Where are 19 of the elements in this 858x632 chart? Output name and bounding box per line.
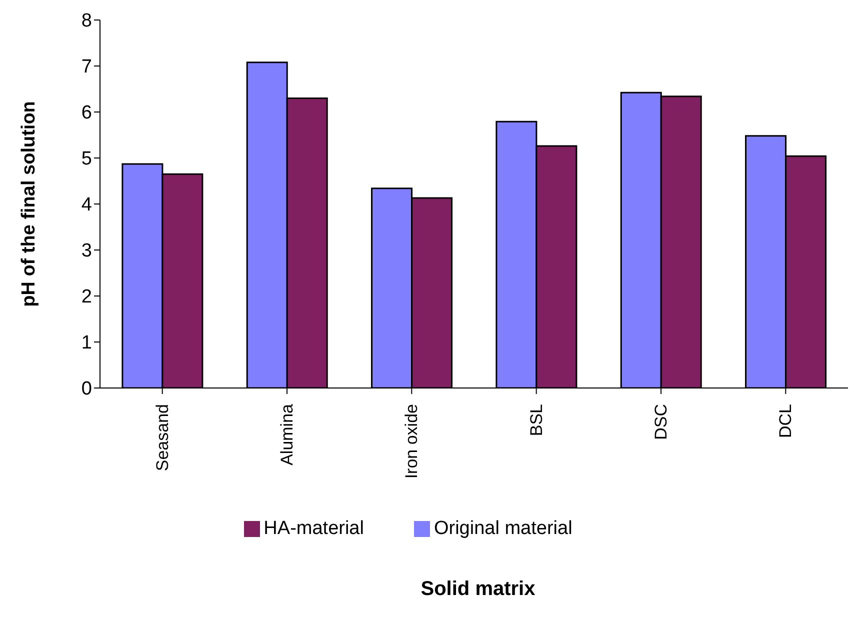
y-tick-label: 7: [81, 56, 92, 78]
legend-label: HA-material: [264, 518, 364, 539]
legend-label: Original material: [434, 518, 572, 539]
x-axis-title: Solid matrix: [420, 578, 536, 601]
x-tick-label: Alumina: [278, 403, 296, 466]
y-tick-label: 8: [81, 10, 92, 32]
x-tick-label: DCL: [776, 404, 796, 438]
y-tick-label: 1: [81, 332, 92, 354]
x-tick-label: Iron oxide: [402, 404, 422, 479]
y-tick-label: 6: [81, 102, 92, 124]
y-tick-label: 3: [81, 240, 92, 262]
y-tick-label: 4: [81, 194, 92, 216]
y-axis-title: pH of the final solution: [18, 101, 40, 307]
y-tick-label: 5: [81, 148, 92, 170]
y-tick-label: 2: [81, 286, 92, 308]
x-tick-label: Seasand: [152, 404, 172, 472]
y-tick-label: 0: [81, 378, 92, 400]
x-tick-label: BSL: [526, 404, 546, 436]
x-tick-label: DSC: [652, 404, 670, 440]
